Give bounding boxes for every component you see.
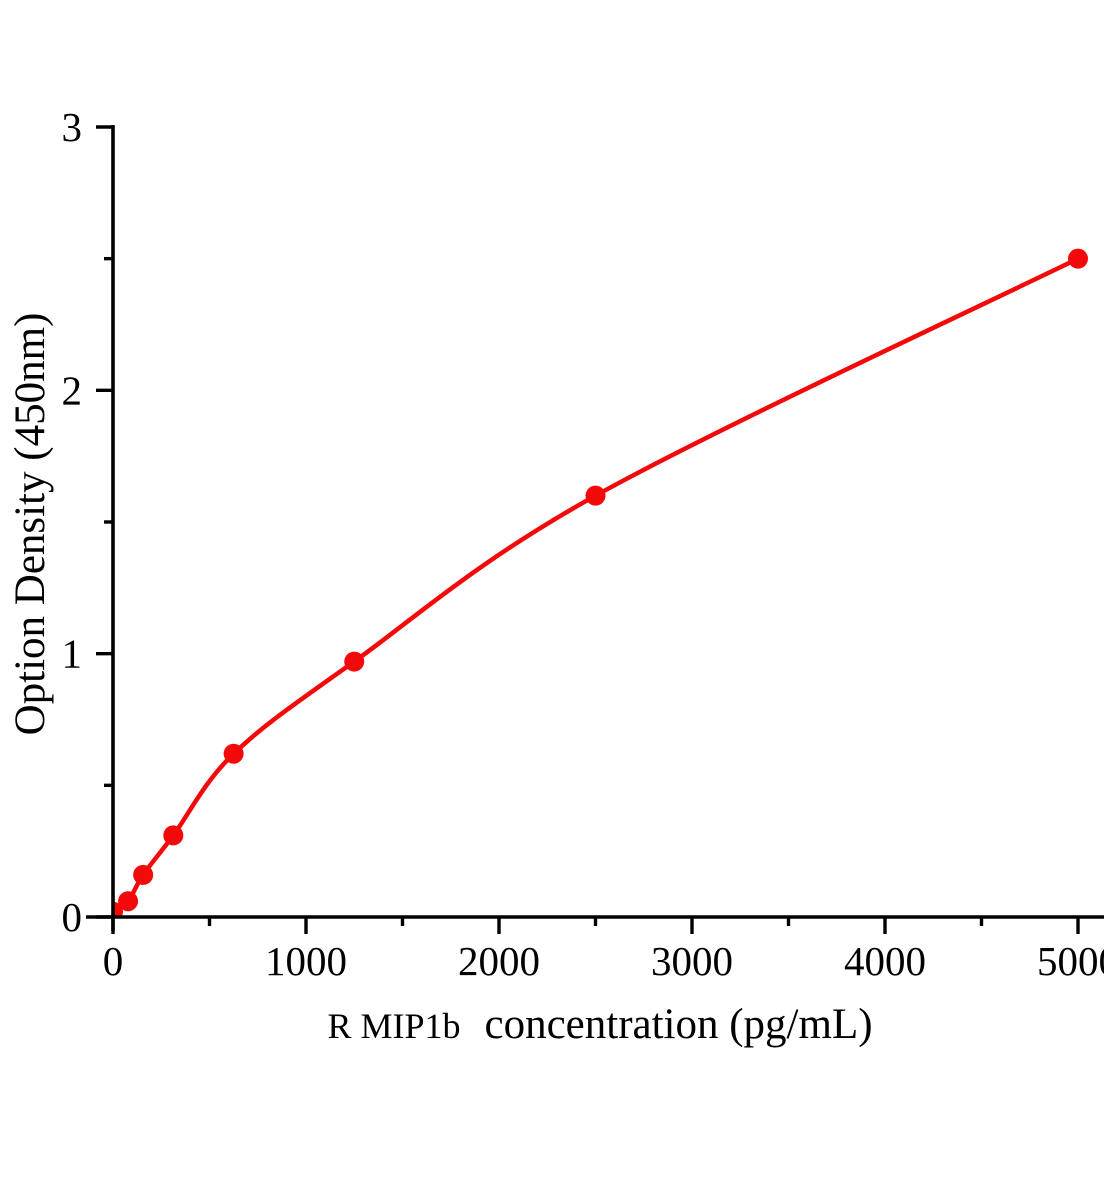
- x-axis-title: R MIP1b concentration (pg/mL): [327, 1001, 872, 1048]
- y-tick-label: 0: [62, 894, 83, 940]
- data-point: [133, 864, 154, 885]
- x-tick-label: 2000: [458, 938, 540, 984]
- data-point: [163, 825, 184, 846]
- y-tick-label: 1: [62, 631, 83, 677]
- y-tick-label: 3: [62, 104, 83, 150]
- y-axis-title: Option Density (450nm): [7, 313, 54, 736]
- x-axis-title-main: concentration (pg/mL): [484, 1001, 872, 1048]
- data-point: [223, 743, 244, 764]
- plot-area: [113, 248, 1088, 917]
- data-point: [585, 485, 606, 506]
- data-point: [1068, 248, 1088, 269]
- x-tick-label: 3000: [651, 938, 733, 984]
- fit-curve: [113, 256, 1081, 914]
- axes: [86, 125, 1104, 931]
- data-point: [344, 651, 365, 672]
- ticks: [96, 125, 1080, 934]
- y-tick-label: 2: [62, 367, 83, 413]
- x-tick-label: 0: [103, 938, 124, 984]
- x-axis-title-prefix: R MIP1b: [327, 1006, 460, 1046]
- x-tick-label: 1000: [265, 938, 347, 984]
- x-tick-label: 4000: [844, 938, 926, 984]
- data-point: [118, 891, 139, 912]
